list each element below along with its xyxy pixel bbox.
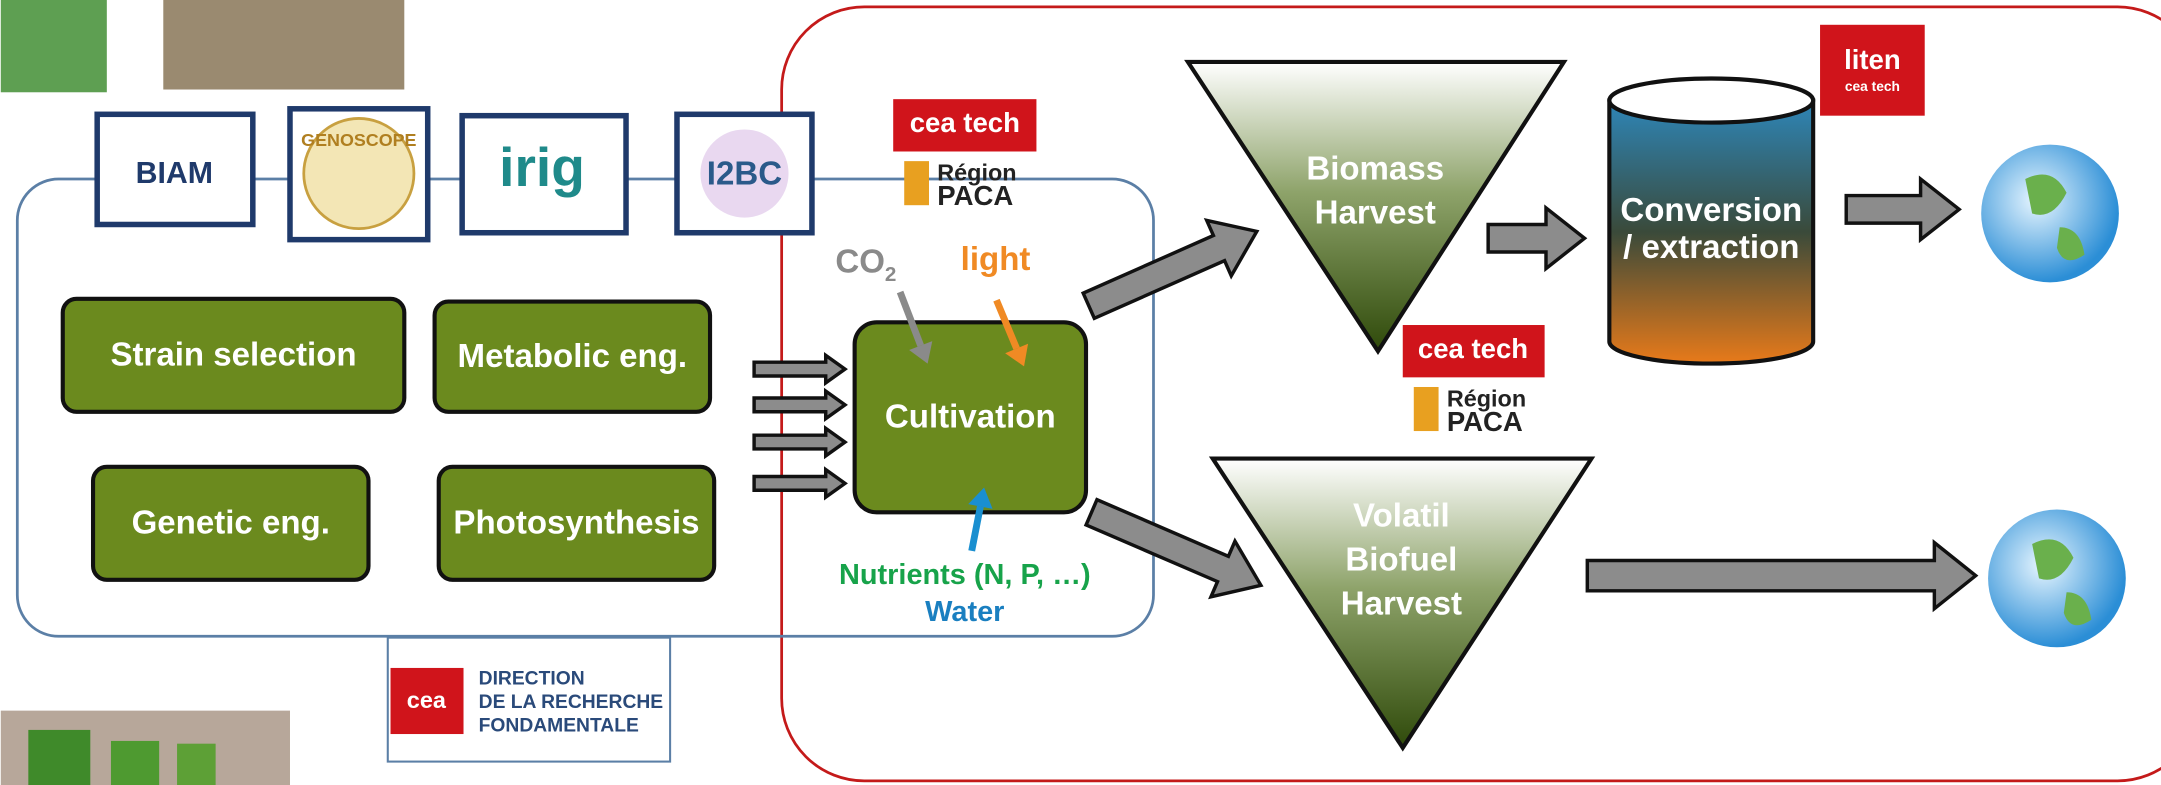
photo	[28, 730, 90, 785]
harvest-label: Biofuel	[1345, 542, 1457, 579]
logo-text: cea tech	[1418, 333, 1528, 364]
globe-icon	[1981, 145, 2119, 283]
logo-text: GENOSCOPE	[301, 130, 416, 150]
conversion-label: Conversion	[1620, 192, 1802, 229]
flow-arrow	[754, 470, 845, 498]
harvest-label: Biomass	[1306, 151, 1444, 188]
logo-text: I2BC	[707, 156, 782, 193]
co2-label: CO2	[835, 244, 896, 286]
flow-arrow	[1587, 543, 1975, 609]
logo-text: BIAM	[136, 157, 213, 190]
flow-arrow	[1086, 500, 1261, 597]
light-label: light	[961, 241, 1031, 278]
photo	[1, 0, 107, 92]
research-label: Metabolic eng.	[458, 338, 688, 375]
logo-text: cea tech	[1845, 79, 1900, 94]
conversion-label: / extraction	[1623, 229, 1799, 266]
flow-arrow	[1083, 220, 1257, 318]
research-label: Strain selection	[110, 336, 356, 373]
logo-text: cea tech	[910, 107, 1020, 138]
logo-text: PACA	[937, 180, 1013, 211]
logo-flag	[1414, 387, 1439, 431]
globe-icon	[1988, 510, 2126, 648]
logo-text: PACA	[1447, 406, 1523, 437]
research-label: Photosynthesis	[453, 504, 699, 541]
water-label: Water	[925, 596, 1004, 628]
nutrients-label: Nutrients (N, P, …)	[839, 559, 1091, 591]
flow-arrow	[754, 428, 845, 456]
cultivation-label: Cultivation	[885, 398, 1056, 435]
conversion-cylinder-top	[1609, 79, 1813, 123]
flow-arrow	[1488, 208, 1584, 269]
logo-text: FONDAMENTALE	[479, 715, 639, 736]
flow-arrow	[754, 355, 845, 383]
flow-arrow	[1846, 179, 1959, 240]
photo	[163, 0, 404, 90]
research-label: Genetic eng.	[132, 504, 330, 541]
logo-text: DIRECTION	[479, 668, 585, 689]
logo-text: DE LA RECHERCHE	[479, 692, 664, 713]
harvest-label: Harvest	[1315, 195, 1436, 232]
flow-arrow	[754, 391, 845, 419]
logo-flag	[904, 161, 929, 205]
logo-text: liten	[1844, 44, 1901, 75]
diagram: BIAM GENOSCOPE irig I2BC cea tech Région…	[0, 0, 2161, 785]
photo	[111, 741, 159, 785]
photo	[177, 744, 216, 785]
harvest-label: Harvest	[1341, 586, 1462, 623]
harvest-label: Volatil	[1353, 498, 1450, 535]
logo-text: cea	[407, 687, 447, 713]
logo-text: irig	[499, 136, 585, 198]
